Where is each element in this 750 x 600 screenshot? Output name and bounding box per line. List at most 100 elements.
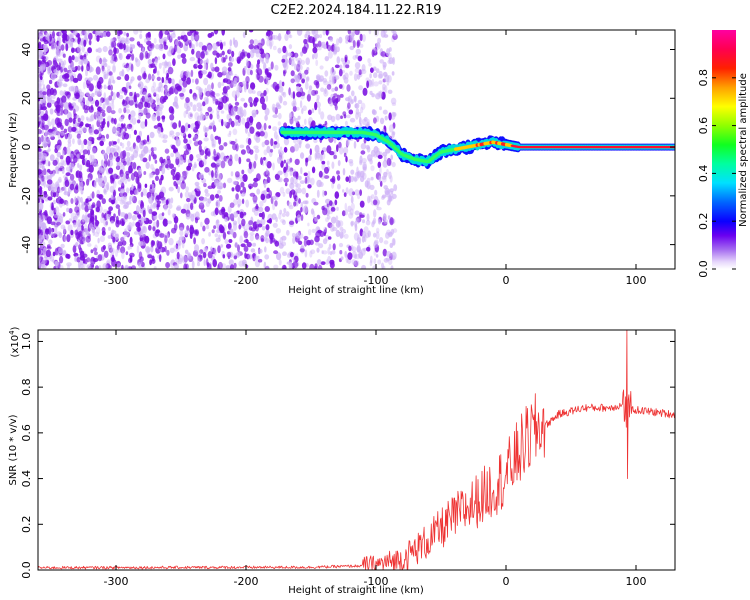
spectrogram-speckle <box>289 157 293 163</box>
spectrogram-speckle <box>204 132 208 138</box>
spectrogram-speckle <box>129 236 133 245</box>
spectrogram-speckle <box>62 150 65 157</box>
spectrogram-speckle <box>370 67 374 73</box>
spectrogram-speckle <box>287 52 293 57</box>
spectrogram-speckle <box>64 91 70 96</box>
spectrogram-speckle <box>62 226 66 234</box>
spectrogram-speckle <box>39 202 44 211</box>
spectrogram-speckle <box>260 52 266 59</box>
spectrogram-speckle <box>107 235 112 239</box>
spectrogram-speckle <box>79 259 84 266</box>
spectrogram-speckle <box>240 181 245 188</box>
spectrogram-speckle <box>261 211 265 220</box>
spectrogram-speckle <box>264 206 270 212</box>
spectrogram-speckle <box>114 48 120 54</box>
spectrogram-speckle <box>248 96 253 104</box>
spectrogram-speckle <box>370 149 376 157</box>
spectrogram-speckle <box>342 74 346 80</box>
spectrogram-speckle <box>228 130 232 135</box>
spectrogram-speckle <box>126 32 129 38</box>
spectrogram-speckle <box>48 79 53 85</box>
spectrogram-speckle <box>305 159 308 167</box>
spectrogram-speckle <box>324 56 329 62</box>
spectrogram-speckle <box>198 202 205 210</box>
spectrogram-speckle <box>126 156 130 162</box>
spectrogram-speckle <box>52 30 55 39</box>
spectrogram-speckle <box>83 58 89 65</box>
spectrogram-speckle <box>238 81 244 88</box>
spectrogram-speckle <box>206 44 212 52</box>
spectrogram-speckle <box>185 263 189 269</box>
spectrogram-speckle <box>209 113 213 120</box>
spectrogram-speckle <box>242 31 246 39</box>
spectrogram-speckle <box>214 135 220 140</box>
spectrogram-speckle <box>373 209 377 218</box>
spectrogram-speckle <box>67 224 73 232</box>
spectrogram-speckle <box>190 101 193 107</box>
spectrogram-speckle <box>86 83 90 88</box>
spectrogram-speckle <box>196 185 201 192</box>
spectrogram-speckle <box>97 106 103 112</box>
spectrogram-speckle <box>361 68 367 75</box>
spectrogram-speckle <box>95 226 101 235</box>
spectrogram-speckle <box>383 240 389 245</box>
spectrogram-speckle <box>38 255 41 264</box>
spectrogram-speckle <box>330 68 333 76</box>
spectrogram-speckle <box>159 233 165 238</box>
spectrogram-speckle <box>121 236 126 241</box>
spectrogram-speckle <box>63 73 69 79</box>
spectrogram-speckle <box>71 55 75 61</box>
spectrogram-speckle <box>139 256 144 263</box>
spectrogram-speckle <box>315 74 321 81</box>
spectrogram-speckle <box>90 249 94 254</box>
spectrogram-speckle <box>204 188 209 194</box>
spectrogram-speckle <box>288 30 292 39</box>
spectrogram-speckle <box>168 186 174 192</box>
spectrogram-speckle <box>184 229 189 236</box>
spectrogram-speckle <box>184 190 190 199</box>
spectrogram-speckle <box>329 259 335 265</box>
spectrogram-speckle <box>212 42 218 51</box>
spectrogram-speckle <box>122 160 127 166</box>
spectrogram-speckle <box>373 258 377 265</box>
spectrogram-speckle <box>382 109 388 115</box>
spectrogram-speckle <box>279 95 283 104</box>
spectrogram-speckle <box>244 121 250 129</box>
spectrogram-speckle <box>108 226 111 231</box>
spectrogram-speckle <box>81 142 85 150</box>
spectrogram-speckle <box>147 58 153 66</box>
spectrogram-speckle <box>245 253 251 260</box>
spectrogram-speckle <box>130 63 134 72</box>
spectrogram-speckle <box>248 115 254 124</box>
spectrogram-speckle <box>139 30 143 34</box>
spectrogram-speckle <box>307 184 312 189</box>
spectrogram-speckle <box>233 255 238 260</box>
spectrogram-speckle <box>250 227 257 232</box>
spectrogram-speckle <box>126 140 131 147</box>
spectrogram-speckle <box>211 143 216 148</box>
spectrogram-speckle <box>247 253 253 260</box>
snr-y-tick-label: 0.0 <box>20 561 33 579</box>
spectrogram-speckle <box>49 154 55 162</box>
spectrogram-speckle <box>58 41 61 50</box>
spectrogram-speckle <box>88 266 95 269</box>
spectrogram-speckle <box>284 182 288 187</box>
spectrogram-speckle <box>140 86 143 94</box>
spectrogram-speckle <box>53 207 57 215</box>
spectrogram-speckle <box>68 86 75 92</box>
spectrogram-speckle <box>215 100 221 105</box>
spectrogram-speckle <box>227 67 232 72</box>
spectrogram-speckle <box>115 248 118 257</box>
spectrogram-speckle <box>325 234 330 242</box>
spectrogram-speckle <box>381 177 387 183</box>
spectrogram-speckle <box>361 157 367 164</box>
spectrogram-speckle <box>143 171 147 175</box>
spectrogram-speckle <box>282 264 287 269</box>
spectrogram-speckle <box>210 246 213 253</box>
spectrogram-speckle <box>46 88 52 97</box>
spectrogram-speckle <box>354 220 357 228</box>
spectrogram-speckle <box>223 142 228 147</box>
spectrogram-speckle <box>354 210 360 216</box>
spectrogram-speckle <box>378 219 381 225</box>
